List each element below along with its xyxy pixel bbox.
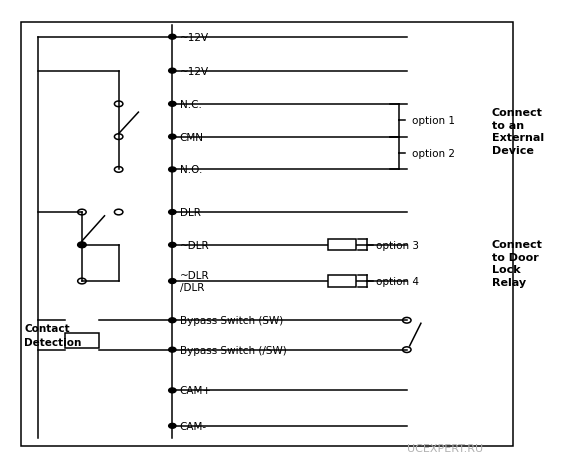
Circle shape (168, 388, 176, 393)
Text: ~DLR
/DLR: ~DLR /DLR (180, 270, 209, 292)
Text: option 4: option 4 (376, 276, 419, 286)
Circle shape (168, 135, 176, 140)
Text: ~12V: ~12V (180, 33, 209, 43)
Text: option 3: option 3 (376, 241, 419, 250)
Circle shape (168, 69, 176, 74)
Bar (328, 240, 356, 251)
Circle shape (168, 243, 176, 248)
Circle shape (168, 279, 176, 284)
Circle shape (168, 424, 176, 428)
Circle shape (168, 347, 176, 353)
Bar (21, 22, 513, 446)
Text: N.C.: N.C. (180, 100, 202, 110)
Text: CAM-: CAM- (180, 421, 207, 431)
Circle shape (168, 102, 176, 107)
Text: Connect
to Door
Lock
Relay: Connect to Door Lock Relay (492, 239, 542, 287)
Text: DLR: DLR (180, 207, 201, 218)
Text: CAM+: CAM+ (180, 386, 212, 396)
Circle shape (168, 318, 176, 323)
Text: N.O.: N.O. (180, 165, 202, 175)
Text: CMN: CMN (180, 132, 203, 142)
Text: Bypass Switch (SW): Bypass Switch (SW) (180, 315, 283, 325)
Text: UCEXPERT.RU: UCEXPERT.RU (407, 443, 483, 453)
Circle shape (78, 243, 86, 248)
Text: ~DLR: ~DLR (180, 241, 209, 250)
Circle shape (168, 168, 176, 173)
Text: option 1: option 1 (412, 116, 455, 126)
Text: Bypass Switch (/SW): Bypass Switch (/SW) (180, 345, 286, 355)
Text: Connect
to an
External
Device: Connect to an External Device (492, 107, 544, 156)
Circle shape (168, 35, 176, 40)
Bar (65, 334, 99, 348)
Bar (328, 276, 356, 287)
Text: Contact
Detection: Contact Detection (24, 324, 82, 347)
Text: ~12V: ~12V (180, 67, 209, 77)
Text: option 2: option 2 (412, 149, 455, 159)
Circle shape (168, 210, 176, 215)
